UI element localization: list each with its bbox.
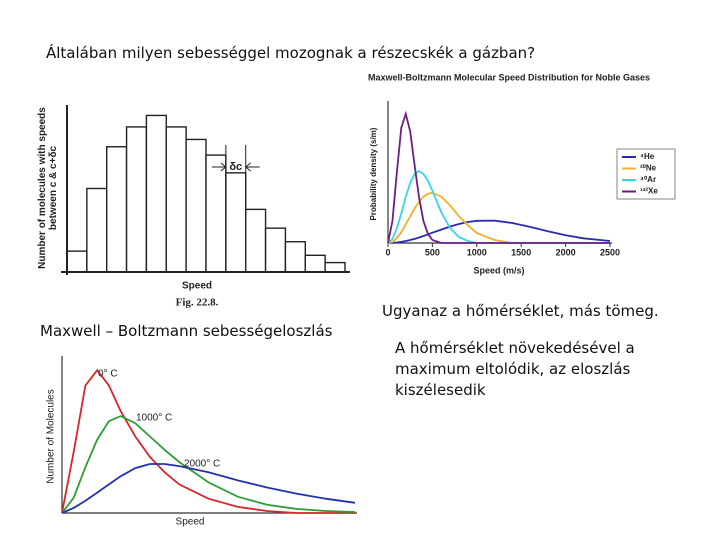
x-axis-label: Speed [176,517,205,528]
annotation-arrow [211,162,260,172]
y-axis-label: Probability density (s/m) [369,127,378,220]
bar [245,208,267,273]
bar [225,172,247,273]
caption-text: Ugyanaz a hőmérséklet, más tömeg. [382,302,659,320]
legend-label: ⁴⁰Ar [640,175,656,184]
x-tick-label: 1500 [511,247,531,257]
series-line [61,368,355,514]
series-label: 0° C [98,369,118,380]
bar [284,241,306,273]
bar [185,138,207,273]
paragraph: A hőmérséklet növekedésével a maximum el… [395,339,635,399]
series-line [61,463,356,514]
x-tick-label: 2500 [600,247,620,257]
slide-title: Általában milyen sebességgel mozognak a … [46,44,536,62]
bar [86,187,108,273]
bar [125,126,148,273]
series-line [61,415,356,514]
bar [66,250,88,273]
caption-text: Maxwell – Boltzmann sebességeloszlás [40,322,333,340]
series-line [387,191,610,244]
x-tick-label: 0 [385,247,390,257]
series-line [387,219,611,244]
series-line [387,110,610,244]
bar [165,126,187,273]
bar [304,254,326,273]
bar [264,227,287,273]
x-tick-label: 2000 [556,247,576,257]
chart-title: Maxwell-Boltzmann Molecular Speed Distri… [368,72,650,82]
x-tick-label: 500 [425,247,440,257]
series-label: 1000° C [136,413,172,424]
x-tick-label: 1000 [467,247,487,257]
x-axis-label: Speed (m/s) [473,265,524,275]
y-axis-label: Number of molecules with speeds between … [37,107,59,269]
annotation: δc [229,161,242,173]
legend-box [616,148,676,200]
bar [205,154,227,273]
legend-label: ¹³²Xe [640,187,658,196]
bar [106,146,128,273]
legend-label: ²⁰Ne [640,164,657,173]
y-axis-label: Number of Molecules [46,389,57,483]
figure-caption: Fig. 22.8. [176,297,219,309]
bar [324,261,346,273]
bar [145,114,167,273]
x-axis-label: Speed [182,281,212,292]
series-label: 2000° C [184,459,220,470]
legend-label: ⁴He [640,152,655,161]
